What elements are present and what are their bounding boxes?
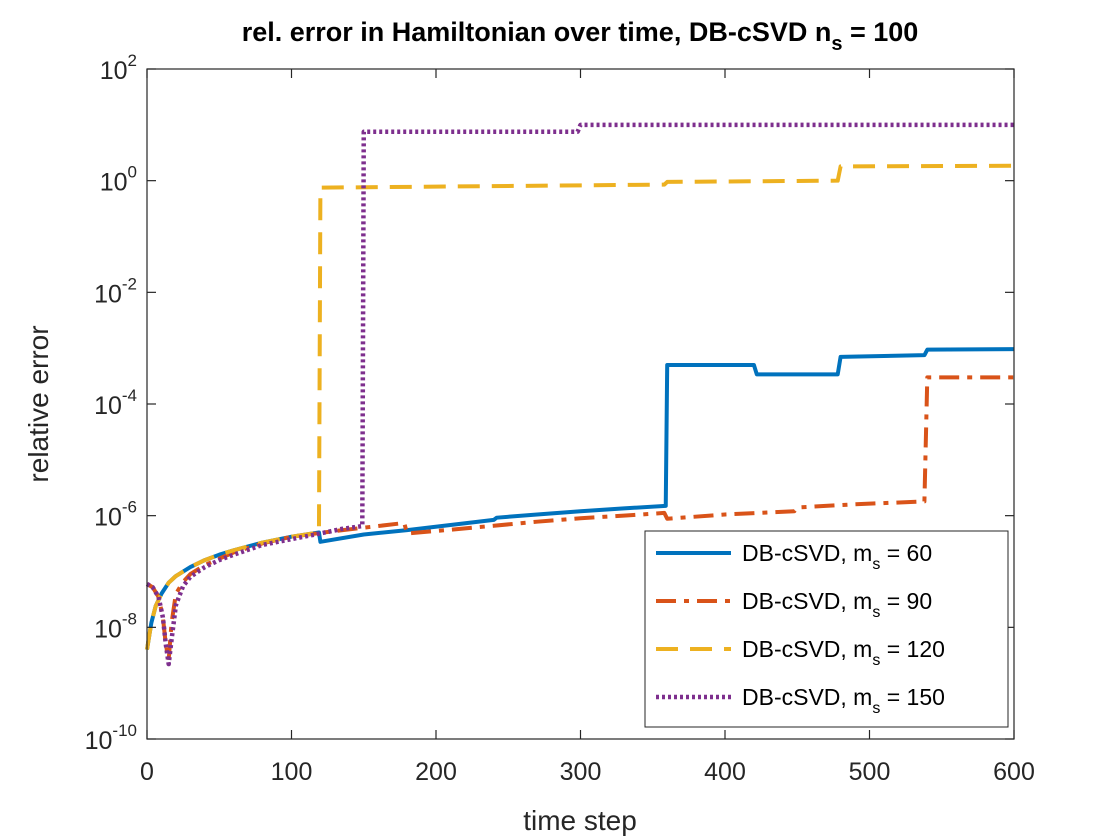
y-axis-ticks: 10-10 10-8 10-6 10-4 10-2 100 102 xyxy=(85,51,1014,755)
y-tick-label: 100 xyxy=(100,163,137,197)
legend-label-4: DB-cSVD, ms = 150 xyxy=(742,684,945,717)
x-tick-label: 500 xyxy=(849,758,891,786)
legend-label-3: DB-cSVD, ms = 120 xyxy=(742,636,945,669)
x-axis-label: time step xyxy=(523,805,637,836)
series-line-3 xyxy=(145,163,1015,650)
x-tick-label: 100 xyxy=(271,758,313,786)
y-tick-label: 102 xyxy=(100,51,137,85)
legend-box xyxy=(644,530,1009,728)
legend-items: DB-cSVD, ms = 60 DB-cSVD, ms = 90 DB-cSVD,… xyxy=(656,540,945,717)
x-tick-label: 0 xyxy=(140,758,154,786)
y-tick-label: 10-6 xyxy=(94,498,137,532)
x-tick-label: 300 xyxy=(560,758,602,786)
y-tick-label: 10-2 xyxy=(94,274,137,308)
y-tick-label: 10-8 xyxy=(94,609,137,643)
y-tick-label: 10-10 xyxy=(85,721,137,755)
x-tick-label: 600 xyxy=(993,758,1035,786)
legend-label-2: DB-cSVD, ms = 90 xyxy=(742,588,932,621)
y-tick-label: 10-4 xyxy=(94,386,137,420)
series-layer xyxy=(145,122,1015,667)
x-axis-ticks: 0 100 200 300 400 500 600 xyxy=(140,69,1035,786)
x-tick-label: 200 xyxy=(415,758,457,786)
legend-label-1: DB-cSVD, ms = 60 xyxy=(742,540,932,573)
chart-title: rel. error in Hamiltonian over time, DB-… xyxy=(242,17,919,55)
x-tick-label: 400 xyxy=(704,758,746,786)
legend: DB-cSVD, ms = 60 DB-cSVD, ms = 90 DB-cSVD,… xyxy=(644,530,1009,728)
y-axis-label: relative error xyxy=(23,325,54,482)
